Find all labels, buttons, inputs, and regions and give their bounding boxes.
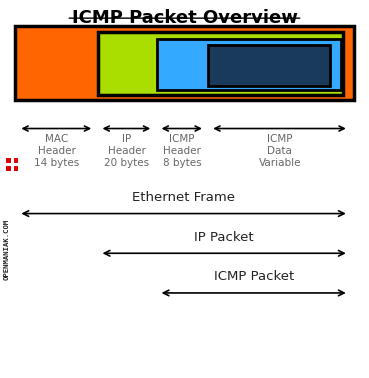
Text: ICMP Packet: ICMP Packet bbox=[214, 271, 294, 284]
Text: Ethernet Frame: Ethernet Frame bbox=[132, 191, 235, 204]
Text: ICMP
Data
Variable: ICMP Data Variable bbox=[258, 134, 301, 168]
Text: ICMP Packet Overview: ICMP Packet Overview bbox=[72, 9, 297, 28]
Bar bbox=[157, 39, 341, 90]
Bar bbox=[6, 158, 18, 171]
Text: ICMP
Header
8 bytes: ICMP Header 8 bytes bbox=[163, 134, 201, 168]
Bar bbox=[98, 32, 343, 94]
Bar bbox=[15, 26, 354, 100]
Text: MAC
Header
14 bytes: MAC Header 14 bytes bbox=[34, 134, 79, 168]
Text: IP Packet: IP Packet bbox=[194, 231, 254, 244]
Bar bbox=[208, 45, 330, 86]
Text: IP
Header
20 bytes: IP Header 20 bytes bbox=[104, 134, 149, 168]
Text: OPENMANIAK.COM: OPENMANIAK.COM bbox=[4, 219, 10, 280]
